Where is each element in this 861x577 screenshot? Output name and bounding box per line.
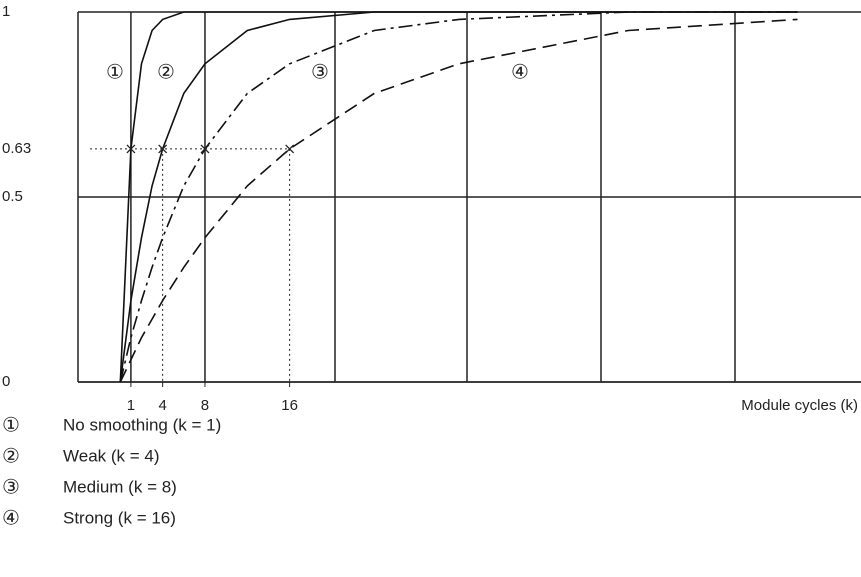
curve — [119, 11, 798, 383]
legend-marker: ② — [2, 445, 20, 467]
curve-label: ① — [106, 61, 124, 83]
x-tick-label: 8 — [201, 397, 209, 414]
legend-label: Weak (k = 4) — [63, 446, 160, 465]
legend-marker: ③ — [2, 476, 20, 498]
x-tick-label: 16 — [281, 397, 298, 414]
legend-label: No smoothing (k = 1) — [63, 415, 221, 434]
curve — [119, 18, 798, 383]
y-tick-label: 1 — [2, 3, 10, 20]
legend-marker: ④ — [2, 507, 20, 529]
y-tick-label: 0 — [2, 373, 10, 390]
curve-label: ③ — [311, 61, 329, 83]
x-axis-title: Module cycles (k) — [741, 397, 858, 414]
x-tick-label: 1 — [127, 397, 135, 414]
legend-label: Medium (k = 8) — [63, 477, 177, 496]
x-tick-label: 4 — [158, 397, 166, 414]
curve-label: ④ — [511, 61, 529, 83]
legend-label: Strong (k = 16) — [63, 508, 176, 527]
curve-label: ② — [157, 61, 175, 83]
legend-marker: ① — [2, 414, 20, 436]
y-tick-label: 0.63 — [2, 140, 31, 157]
cross-marker — [126, 144, 136, 154]
y-tick-label: 0.5 — [2, 188, 23, 205]
cross-marker — [200, 144, 210, 154]
